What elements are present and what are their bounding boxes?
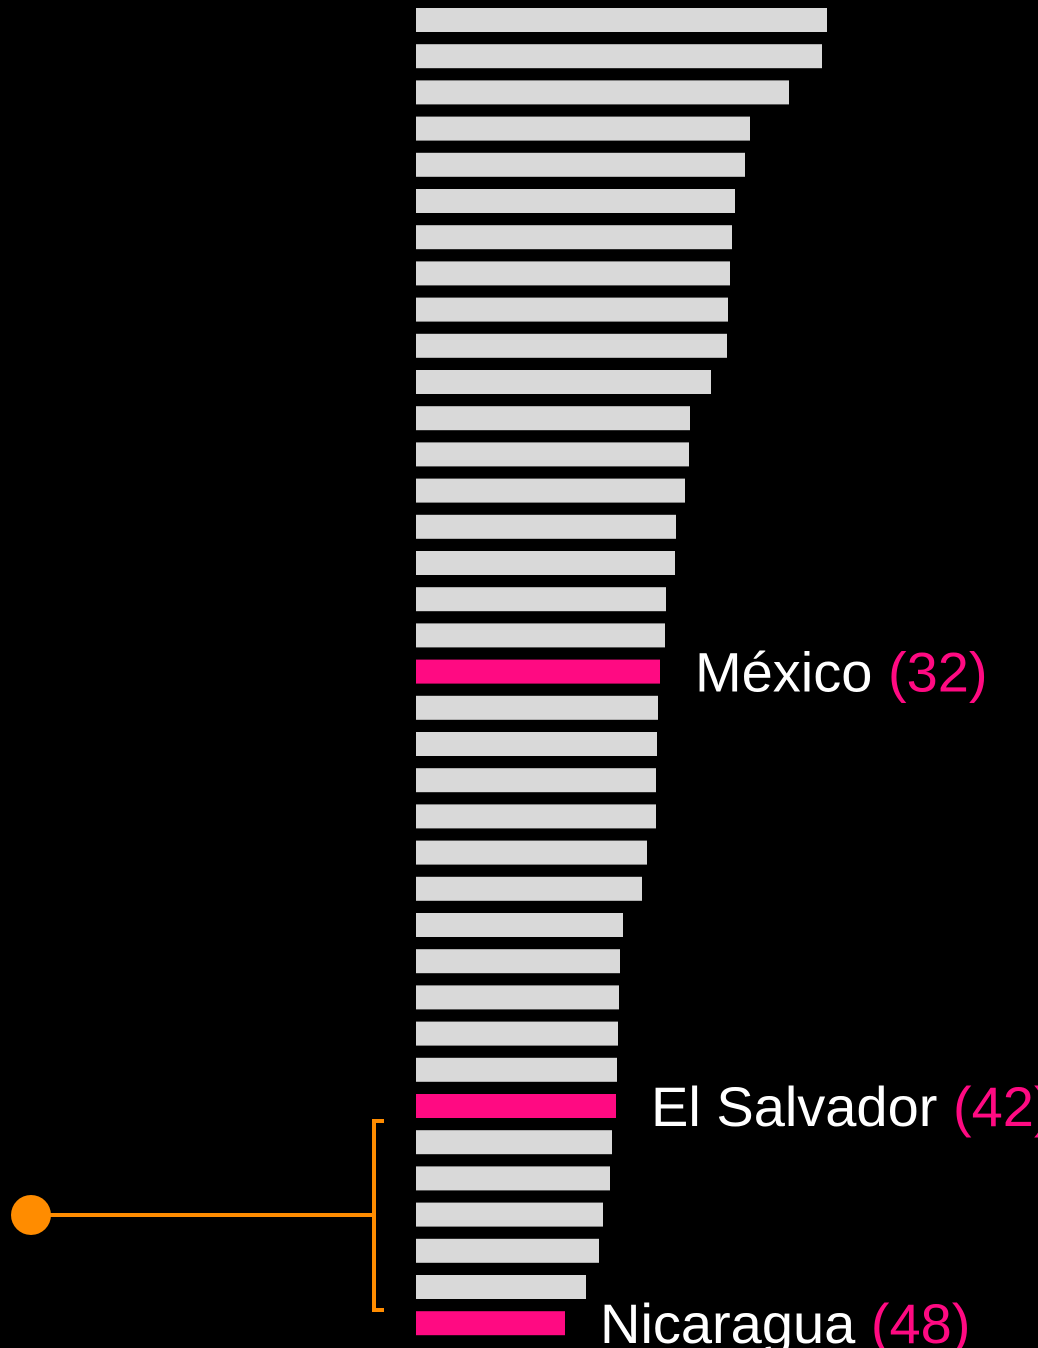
rank-label: (32): [888, 641, 988, 704]
bar: [416, 623, 665, 648]
bar: [416, 225, 732, 250]
bracket-line: [372, 1119, 384, 1312]
bar: [416, 478, 685, 503]
bar: [416, 804, 656, 829]
bar: [416, 1130, 612, 1155]
connector-dot: [11, 1195, 51, 1235]
bar: [416, 297, 728, 322]
country-name: Nicaragua: [600, 1292, 856, 1348]
bar: [416, 80, 789, 105]
bar-label: Nicaragua (48): [600, 1292, 970, 1348]
bar: [416, 985, 619, 1010]
bar: [416, 1094, 616, 1118]
country-name: México: [695, 641, 872, 704]
bar: [416, 732, 657, 756]
bar: [416, 695, 658, 720]
bar: [416, 514, 676, 539]
bar: [416, 949, 620, 974]
bar: [416, 768, 656, 793]
bar-label: México (32): [695, 641, 988, 704]
bar: [416, 442, 689, 467]
bar: [416, 1166, 610, 1191]
bar: [416, 1021, 618, 1046]
bar: [416, 1311, 565, 1336]
country-name: El Salvador: [651, 1075, 937, 1138]
bar: [416, 1275, 586, 1299]
rank-label: (48): [871, 1292, 971, 1348]
bar: [416, 152, 745, 177]
bar: [416, 116, 750, 141]
bar: [416, 551, 675, 575]
bar: [416, 8, 827, 32]
rank-label: (42): [953, 1075, 1038, 1138]
bar: [416, 406, 690, 431]
bar: [416, 913, 623, 937]
bar: [416, 876, 642, 901]
bar: [416, 189, 735, 213]
bracket: [31, 1119, 384, 1312]
bar: [416, 840, 647, 865]
bar: [416, 1202, 603, 1227]
bar-label: El Salvador (42): [651, 1075, 1038, 1138]
bar: [416, 370, 711, 394]
bar: [416, 587, 666, 612]
bar: [416, 44, 822, 69]
bar: [416, 333, 727, 358]
bar: [416, 659, 660, 684]
bar: [416, 261, 730, 286]
bar: [416, 1238, 599, 1263]
bar: [416, 1057, 617, 1082]
